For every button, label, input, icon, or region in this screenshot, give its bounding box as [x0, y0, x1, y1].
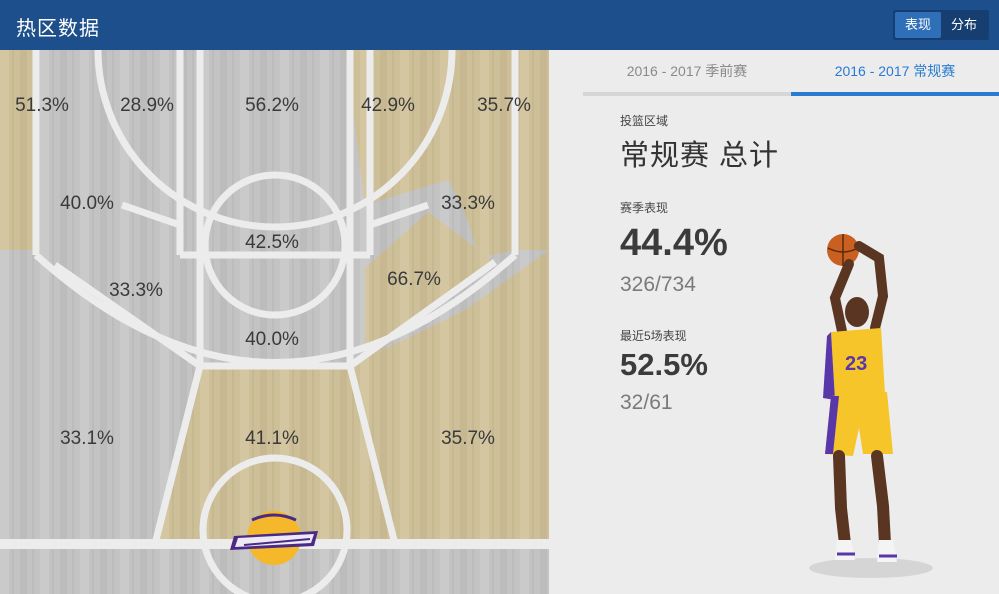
page-title: 热区数据	[16, 18, 100, 40]
zone-pct-paint: 40.0%	[245, 329, 299, 350]
header-bar: 热区数据 表现 分布	[0, 0, 999, 50]
recent-percentage: 52.5%	[620, 347, 708, 382]
stats-panel: 2016 - 2017 季前赛 2016 - 2017 常规赛 投篮区域 常规赛…	[583, 50, 999, 594]
tab-preseason[interactable]: 2016 - 2017 季前赛	[583, 50, 791, 96]
zone-pct-right-corner-three: 35.7%	[477, 95, 531, 116]
zone-pct-free-throw: 42.5%	[245, 232, 299, 253]
zone-pct-left-corner-three: 51.3%	[15, 95, 69, 116]
recent-ratio: 32/61	[620, 391, 673, 414]
season-caption: 赛季表现	[620, 201, 669, 215]
recent-caption: 最近5场表现	[620, 329, 687, 343]
zone-pct-restricted-area: 41.1%	[245, 428, 299, 449]
lakers-logo	[230, 511, 318, 565]
zone-left-corner-three[interactable]	[0, 50, 36, 250]
zone-pct-left-elbow-mid: 33.3%	[109, 280, 163, 301]
tab-regular-season[interactable]: 2016 - 2017 常规赛	[791, 50, 999, 96]
zone-pct-left-wing-three: 28.9%	[120, 95, 174, 116]
zone-right-short[interactable]	[350, 250, 549, 544]
svg-text:23: 23	[845, 353, 867, 375]
toggle-performance-button[interactable]: 表现	[894, 12, 941, 38]
player-image: 23	[809, 234, 933, 578]
zone-pct-left-baseline-mid: 40.0%	[60, 193, 114, 214]
court-zones-svg	[0, 50, 549, 594]
shot-chart-court: 51.3% 28.9% 56.2% 42.9% 35.7% 40.0% 33.3…	[0, 50, 549, 594]
zone-caption: 投篮区域	[620, 114, 669, 128]
view-toggle: 表现 分布	[892, 10, 989, 40]
toggle-distribution-button[interactable]: 分布	[950, 17, 977, 32]
zone-pct-right-baseline-mid: 33.3%	[441, 193, 495, 214]
season-ratio: 326/734	[620, 273, 696, 296]
zone-pct-top-key-three: 56.2%	[245, 95, 299, 116]
zone-right-wing-three[interactable]	[345, 50, 515, 258]
zone-pct-left-short: 33.1%	[60, 428, 114, 449]
zone-right-corner-three[interactable]	[515, 50, 549, 250]
zone-pct-right-elbow-mid: 66.7%	[387, 269, 441, 290]
season-tabs: 2016 - 2017 季前赛 2016 - 2017 常规赛	[583, 50, 999, 96]
season-percentage: 44.4%	[620, 222, 728, 264]
zone-right-elbow-mid[interactable]	[365, 212, 495, 362]
zone-pct-right-short: 35.7%	[441, 428, 495, 449]
court-lines	[0, 50, 549, 594]
zone-pct-right-wing-three: 42.9%	[361, 95, 415, 116]
zone-name: 常规赛 总计	[620, 140, 780, 172]
